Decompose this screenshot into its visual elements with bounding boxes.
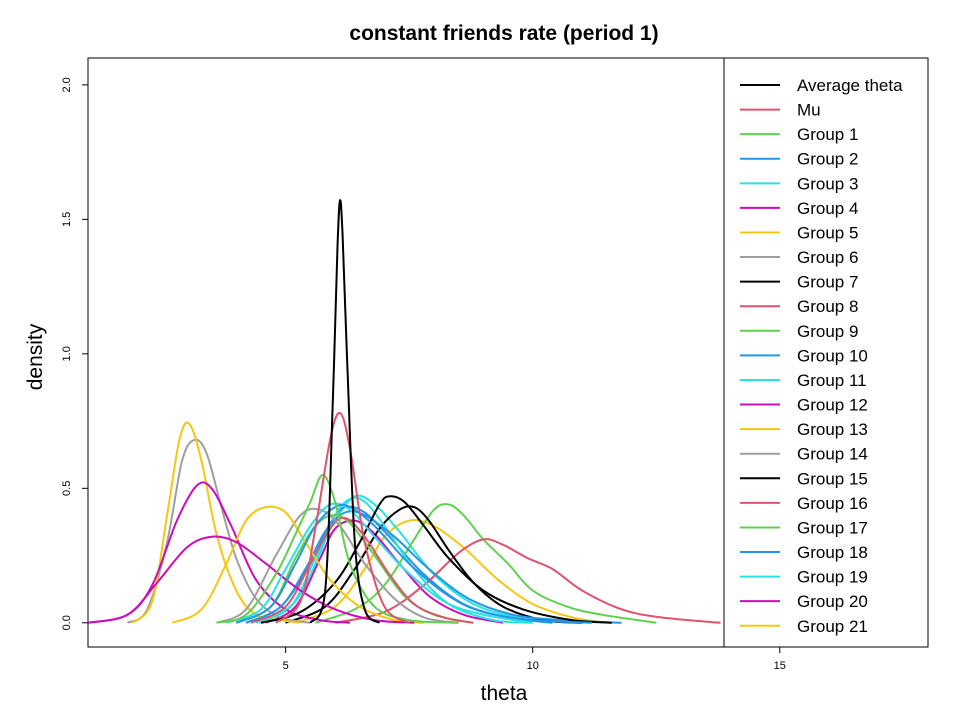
legend-label-group-12: Group 12 (797, 396, 868, 415)
legend-label-group-7: Group 7 (797, 273, 858, 292)
legend-label-group-6: Group 6 (797, 248, 858, 267)
y-tick-label: 2.0 (61, 77, 73, 92)
legend-label-group-19: Group 19 (797, 568, 868, 587)
legend-label-mu: Mu (797, 101, 821, 120)
series-line-group-1 (216, 473, 459, 624)
legend-label-group-18: Group 18 (797, 543, 868, 562)
legend-label-group-1: Group 1 (797, 125, 858, 144)
legend-label-group-17: Group 17 (797, 518, 868, 537)
y-tick-label: 0.0 (61, 615, 73, 630)
legend-label-group-21: Group 21 (797, 617, 868, 636)
series-line-group-16 (334, 538, 721, 624)
y-axis: 0.0 0.5 1.0 1.5 2.0 (61, 77, 88, 630)
series-line-average-theta (309, 199, 381, 624)
series-line-group-2 (235, 503, 593, 624)
y-tick-label: 0.5 (61, 481, 73, 496)
series-line-group-11 (260, 496, 533, 624)
series-line-group-13 (131, 421, 301, 624)
legend: Average theta Mu Group 1 Group 2 Group 3 Grou… (740, 76, 903, 636)
legend-label-group-14: Group 14 (797, 445, 868, 464)
y-axis-label: density (24, 323, 47, 390)
legend-label-group-20: Group 20 (797, 592, 868, 611)
legend-label-group-3: Group 3 (797, 174, 858, 193)
series-line-group-17 (314, 503, 657, 624)
legend-label-group-8: Group 8 (797, 297, 858, 316)
x-tick-label: 5 (283, 660, 289, 672)
series-line-mu (275, 411, 410, 624)
chart-title: constant friends rate (period 1) (349, 22, 658, 45)
x-tick-label: 10 (527, 660, 539, 672)
legend-label-group-2: Group 2 (797, 150, 858, 169)
legend-label-group-10: Group 10 (797, 346, 868, 365)
legend-label-group-15: Group 15 (797, 469, 868, 488)
y-tick-label: 1.0 (61, 346, 73, 361)
series-line-group-7 (260, 495, 612, 624)
legend-label-average-theta: Average theta (797, 76, 903, 95)
series-line-group-4 (87, 535, 415, 624)
series-line-group-3 (226, 502, 533, 624)
x-tick-label: 15 (774, 660, 786, 672)
x-axis: 5 10 15 (283, 647, 786, 672)
series-line-group-14 (126, 438, 311, 624)
legend-label-group-11: Group 11 (797, 371, 867, 390)
legend-label-group-13: Group 13 (797, 420, 868, 439)
series-line-group-5 (171, 505, 425, 624)
series-line-group-10 (245, 510, 622, 624)
legend-label-group-4: Group 4 (797, 199, 858, 218)
legend-label-group-9: Group 9 (797, 322, 858, 341)
y-tick-label: 1.5 (61, 212, 73, 227)
legend-box (723, 57, 929, 648)
legend-label-group-16: Group 16 (797, 494, 868, 513)
legend-label-group-5: Group 5 (797, 223, 858, 242)
x-axis-label: theta (481, 682, 528, 705)
series-lines (87, 199, 721, 624)
